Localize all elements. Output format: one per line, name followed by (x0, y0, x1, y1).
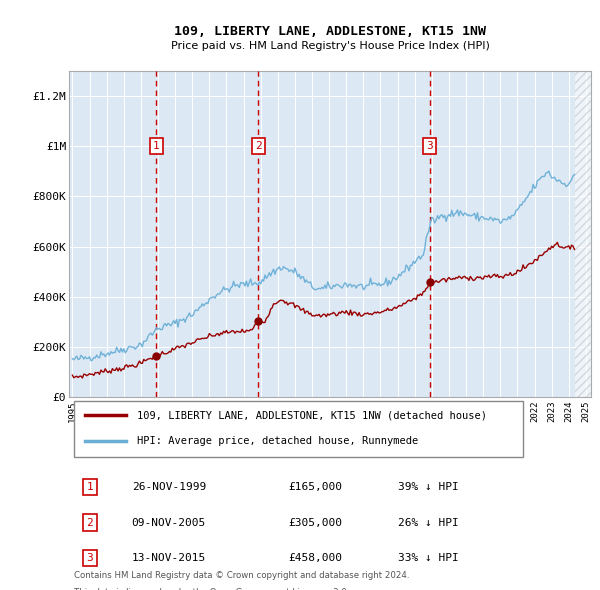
Text: 09-NOV-2005: 09-NOV-2005 (131, 517, 206, 527)
FancyBboxPatch shape (74, 401, 523, 457)
Text: 1: 1 (153, 141, 160, 151)
Text: 39% ↓ HPI: 39% ↓ HPI (398, 482, 458, 492)
Text: 1: 1 (86, 482, 93, 492)
Text: 2: 2 (255, 141, 262, 151)
Text: 3: 3 (86, 553, 93, 563)
Text: Contains HM Land Registry data © Crown copyright and database right 2024.: Contains HM Land Registry data © Crown c… (74, 571, 410, 580)
Text: 26-NOV-1999: 26-NOV-1999 (131, 482, 206, 492)
Text: 2: 2 (86, 517, 93, 527)
Text: HPI: Average price, detached house, Runnymede: HPI: Average price, detached house, Runn… (137, 437, 418, 447)
Text: 3: 3 (426, 141, 433, 151)
Text: Price paid vs. HM Land Registry's House Price Index (HPI): Price paid vs. HM Land Registry's House … (170, 41, 490, 51)
Text: £305,000: £305,000 (288, 517, 342, 527)
Text: £458,000: £458,000 (288, 553, 342, 563)
Text: 109, LIBERTY LANE, ADDLESTONE, KT15 1NW: 109, LIBERTY LANE, ADDLESTONE, KT15 1NW (174, 25, 486, 38)
Text: This data is licensed under the Open Government Licence v3.0.: This data is licensed under the Open Gov… (74, 588, 350, 590)
Text: 13-NOV-2015: 13-NOV-2015 (131, 553, 206, 563)
Text: 33% ↓ HPI: 33% ↓ HPI (398, 553, 458, 563)
Text: 109, LIBERTY LANE, ADDLESTONE, KT15 1NW (detached house): 109, LIBERTY LANE, ADDLESTONE, KT15 1NW … (137, 410, 487, 420)
Bar (575, 71, 591, 398)
Text: 26% ↓ HPI: 26% ↓ HPI (398, 517, 458, 527)
Text: £165,000: £165,000 (288, 482, 342, 492)
